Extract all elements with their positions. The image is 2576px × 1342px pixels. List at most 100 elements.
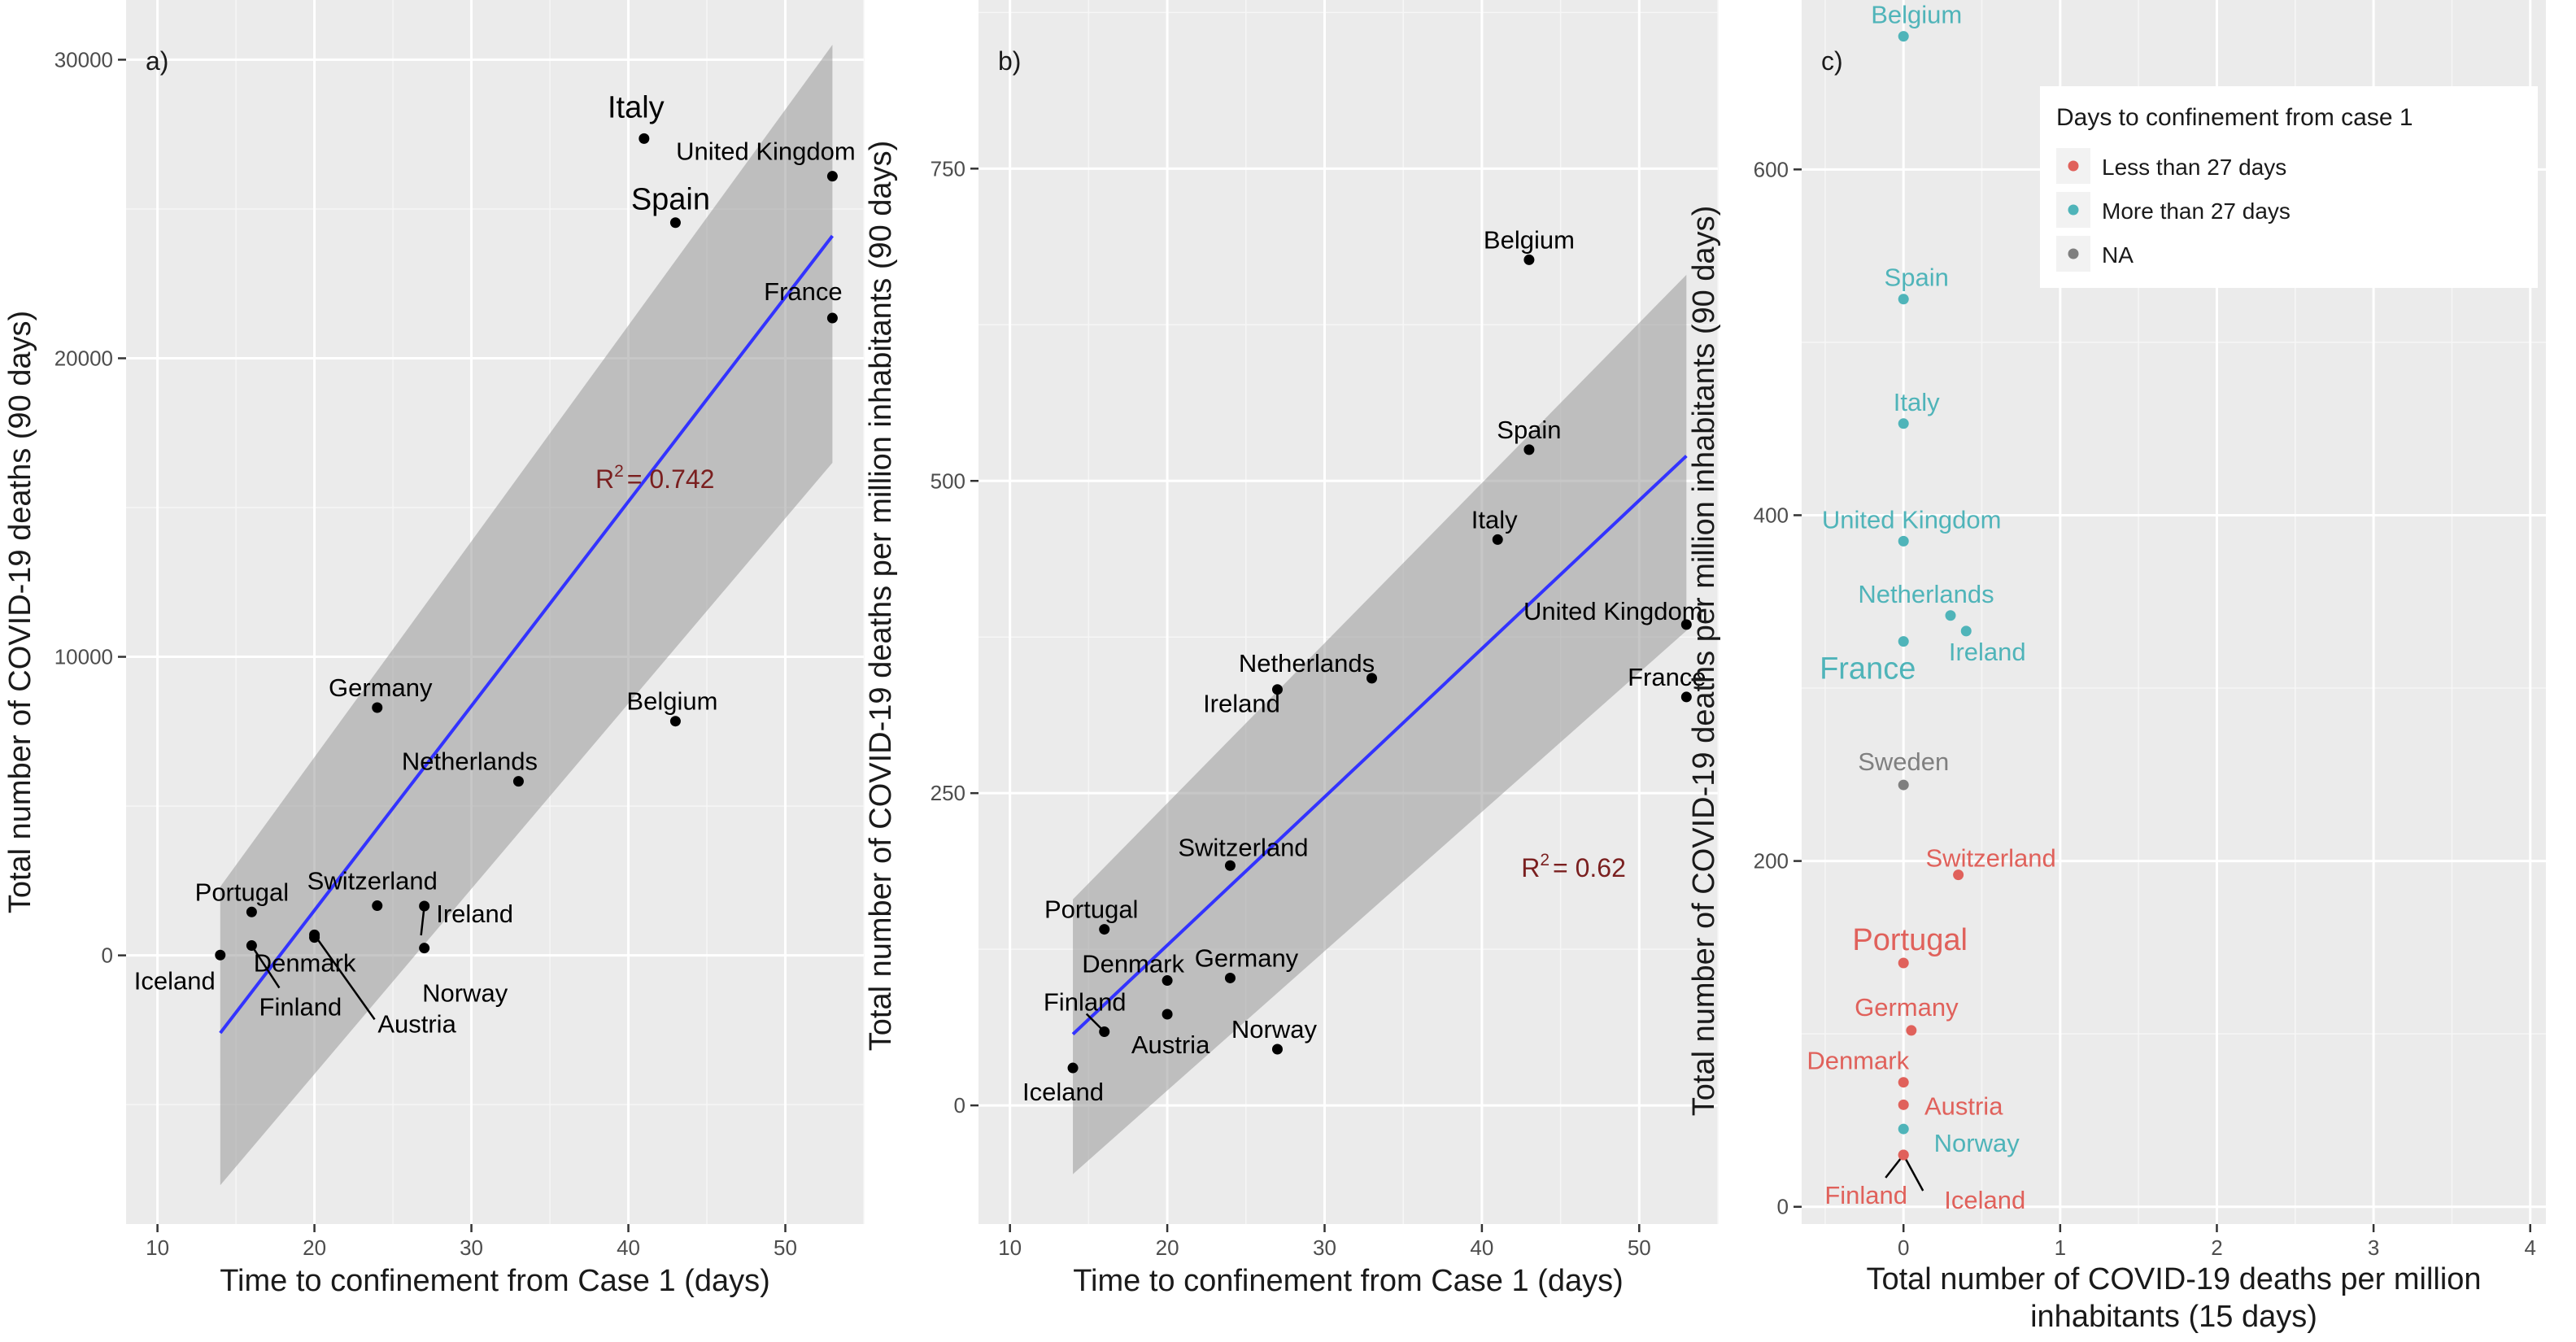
point-france [1680,691,1692,703]
r-squared-exponent: 2 [614,462,624,481]
y-tick-label: 750 [931,156,965,181]
x-tick-label: 50 [1628,1235,1651,1260]
point-ireland [1960,625,1972,637]
point-iceland [1898,1149,1909,1161]
point-label-portugal: Portugal [195,878,289,906]
point-label-finland: Finland [1824,1181,1907,1209]
point-portugal [1898,957,1909,969]
point-italy [639,133,650,144]
point-netherlands [1945,610,1956,621]
y-tick-label: 20000 [54,346,113,370]
y-tick-label: 0 [954,1093,965,1118]
point-label-norway: Norway [1934,1129,2020,1157]
point-germany [1906,1025,1917,1036]
y-tick-label: 200 [1754,849,1789,874]
regression-line [219,234,834,1035]
point-france [826,312,838,324]
point-label-spain: Spain [631,183,710,217]
x-axis-title: Time to confinement from Case 1 (days) [1073,1264,1624,1298]
point-label-austria: Austria [1924,1091,2003,1120]
x-tick-label: 3 [2368,1235,2379,1260]
point-switzerland [372,900,383,912]
y-axis-title: Total number of COVID-19 deaths per mill… [864,141,898,1051]
point-label-netherlands: Netherlands [1239,649,1375,678]
y-tick-label: 500 [931,468,965,493]
point-label-iceland: Iceland [1022,1078,1104,1106]
point-label-denmark: Denmark [1082,950,1184,978]
point-austria [1162,1009,1173,1020]
y-tick-label: 0 [102,943,113,968]
point-label-portugal: Portugal [1044,895,1138,924]
x-axis-title: Time to confinement from Case 1 (days) [220,1264,770,1298]
point-label-ireland: Ireland [1949,638,2026,666]
x-axis-title: Total number of COVID-19 deaths per mill… [1866,1262,2481,1296]
y-tick-label: 600 [1754,157,1789,181]
legend-label-na: NA [2102,242,2134,268]
confidence-ribbon [220,45,833,1186]
point-spain [1898,294,1909,305]
r-squared-value: = 0.62 [1553,853,1626,882]
point-ireland [1271,684,1283,695]
point-iceland [1067,1062,1079,1074]
x-tick-label: 20 [1156,1235,1179,1260]
panel-tag: b) [998,46,1021,76]
point-label-germany: Germany [1195,943,1299,972]
point-label-norway: Norway [422,979,508,1008]
point-label-italy: Italy [1471,505,1518,534]
legend-title: Days to confinement from case 1 [2056,104,2413,131]
point-norway [1271,1044,1283,1055]
point-label-netherlands: Netherlands [402,747,538,776]
confidence-ribbon [1073,274,1687,1174]
point-belgium [1523,254,1535,265]
regression-line [1071,455,1688,1036]
point-austria [1898,1099,1909,1110]
r-squared-symbol: R [595,464,614,494]
point-label-belgium: Belgium [626,687,717,716]
point-label-italy: Italy [608,90,665,124]
point-norway [419,943,430,954]
point-label-united-kingdom: United Kingdom [1822,505,2002,534]
point-france [1898,636,1909,647]
point-netherlands [1366,673,1378,684]
point-label-iceland: Iceland [1944,1186,2025,1214]
point-germany [1224,972,1236,983]
point-united-kingdom [1898,535,1909,547]
x-tick-label: 4 [2525,1235,2536,1260]
point-iceland [215,949,226,961]
x-tick-label: 30 [1313,1235,1336,1260]
point-spain [1523,444,1535,455]
point-united-kingdom [826,171,838,182]
point-label-germany: Germany [1855,993,1959,1022]
point-label-netherlands: Netherlands [1858,580,1994,608]
point-finland [1099,1026,1110,1037]
point-label-spain: Spain [1497,416,1561,444]
point-belgium [669,716,681,727]
point-label-ireland: Ireland [436,900,513,928]
y-axis-title: Total number of COVID-19 deaths per mill… [1687,206,1721,1116]
legend-box [2040,86,2538,288]
x-tick-label: 40 [617,1235,640,1260]
point-label-germany: Germany [329,673,433,702]
point-label-denmark: Denmark [1807,1047,1909,1075]
point-denmark [1162,975,1173,987]
point-label-denmark: Denmark [254,949,356,978]
panel-b: 10 20 30 40 500250500750BelgiumSpainItalyUni… [864,0,1719,1298]
point-switzerland [1953,869,1964,881]
x-tick-label: 1 [2055,1235,2066,1260]
y-tick-label: 0 [1777,1195,1789,1219]
point-italy [1492,534,1503,545]
leader-line-austria [313,934,376,1021]
point-sweden [1898,779,1909,791]
point-label-switzerland: Switzerland [307,867,438,895]
point-label-sweden: Sweden [1858,747,1949,776]
r-squared-symbol: R [1521,853,1540,882]
point-label-france: France [764,277,842,306]
x-tick-label: 10 [998,1235,1022,1260]
point-label-belgium: Belgium [1871,1,1962,29]
point-united-kingdom [1680,619,1692,630]
point-label-austria: Austria [377,1009,456,1038]
point-label-iceland: Iceland [134,966,216,995]
point-denmark [1898,1077,1909,1088]
point-germany [372,702,383,713]
